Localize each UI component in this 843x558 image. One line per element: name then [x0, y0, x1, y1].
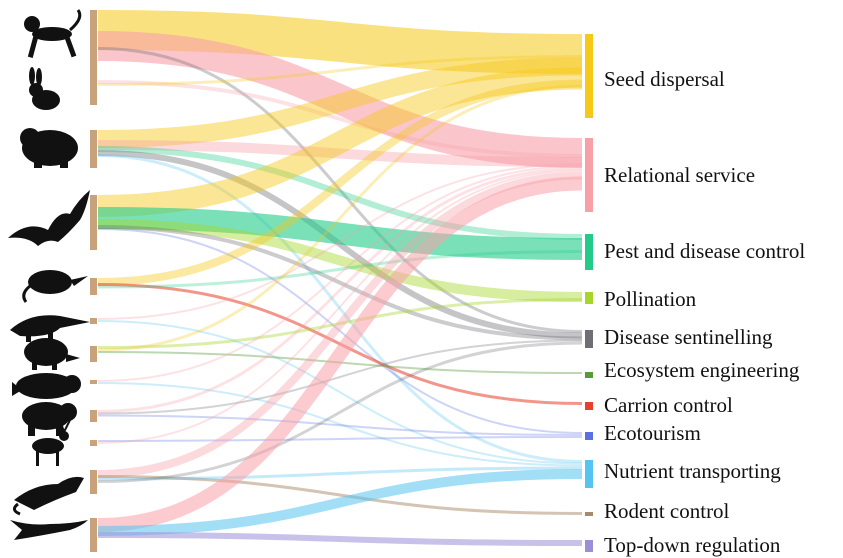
deer-icon — [32, 419, 71, 466]
source-bar — [90, 346, 97, 362]
flow-link — [97, 47, 583, 333]
service-bar — [585, 234, 593, 270]
flow-link — [97, 382, 583, 467]
flow-link — [97, 298, 583, 349]
flow-link — [97, 339, 583, 415]
shrew-icon — [22, 270, 88, 303]
label-disease-sentinelling: Disease sentinelling — [604, 325, 773, 349]
flow-link — [97, 341, 583, 483]
flow-link — [97, 167, 583, 413]
flow-link — [97, 55, 583, 86]
flow-link — [97, 146, 583, 240]
service-bars — [585, 34, 593, 552]
label-pollination: Pollination — [604, 287, 697, 311]
service-bar — [585, 34, 593, 118]
manatee-icon — [12, 373, 81, 399]
service-bar — [585, 540, 593, 552]
source-bar — [90, 470, 97, 494]
service-bar — [585, 512, 593, 516]
label-rodent-control: Rodent control — [604, 499, 730, 523]
bat-icon — [8, 190, 90, 246]
flow-links — [97, 10, 583, 546]
service-bar — [585, 460, 593, 488]
source-bar — [90, 518, 97, 552]
monkey-icon — [24, 9, 82, 58]
source-bar — [90, 80, 97, 105]
anteater-icon — [10, 315, 90, 342]
source-bars — [90, 10, 97, 552]
flow-link — [97, 84, 583, 352]
service-bar — [585, 402, 593, 410]
source-bar — [90, 278, 97, 295]
flow-link — [97, 320, 583, 465]
flow-link — [97, 79, 583, 286]
rabbit-icon — [29, 67, 60, 110]
flow-link — [97, 171, 583, 478]
flow-link — [97, 163, 583, 320]
source-bar — [90, 10, 97, 80]
flow-link — [97, 469, 583, 536]
label-top-down-regulation: Top-down regulation — [604, 533, 781, 557]
flow-link — [97, 228, 583, 434]
service-bar — [585, 138, 593, 212]
label-ecosystem-engineering: Ecosystem engineering — [604, 358, 800, 382]
service-bar — [585, 292, 593, 304]
flow-link — [97, 532, 583, 546]
bear-icon — [22, 402, 77, 436]
service-bar — [585, 432, 593, 440]
flow-link — [97, 225, 583, 341]
service-labels: Seed dispersal Relational service Pest a… — [604, 67, 805, 557]
source-bar — [90, 380, 97, 384]
flow-link — [97, 169, 583, 444]
flow-link — [97, 466, 583, 481]
label-relational-service: Relational service — [604, 163, 755, 187]
source-bar — [90, 318, 97, 324]
label-carrion-control: Carrion control — [604, 393, 733, 417]
whale-icon — [10, 520, 88, 540]
flow-link — [97, 57, 583, 148]
source-bar — [90, 195, 97, 250]
armadillo-icon — [24, 338, 80, 370]
flow-link — [97, 140, 583, 167]
flow-link — [97, 154, 583, 463]
flow-link — [97, 475, 583, 515]
flow-link — [97, 219, 583, 302]
flow-link — [97, 31, 583, 168]
animal-icons — [8, 9, 90, 540]
label-pest-and-disease-control: Pest and disease control — [604, 239, 805, 263]
label-ecotourism: Ecotourism — [604, 421, 701, 445]
label-seed-dispersal: Seed dispersal — [604, 67, 725, 91]
flow-link — [97, 80, 583, 158]
service-bar — [585, 330, 593, 348]
service-bar — [585, 372, 593, 378]
cat-icon — [13, 476, 84, 516]
flow-link — [97, 250, 583, 289]
label-nutrient-transporting: Nutrient transporting — [604, 459, 781, 483]
wombat-icon — [20, 128, 78, 168]
flow-link — [97, 165, 583, 382]
source-bar — [90, 410, 97, 422]
flow-link — [97, 67, 583, 217]
flow-link — [97, 207, 583, 260]
flow-link — [97, 414, 583, 436]
flow-link — [97, 436, 583, 442]
source-bar — [90, 130, 97, 168]
flow-link — [97, 176, 583, 532]
flow-link — [97, 10, 583, 74]
source-bar — [90, 440, 97, 446]
